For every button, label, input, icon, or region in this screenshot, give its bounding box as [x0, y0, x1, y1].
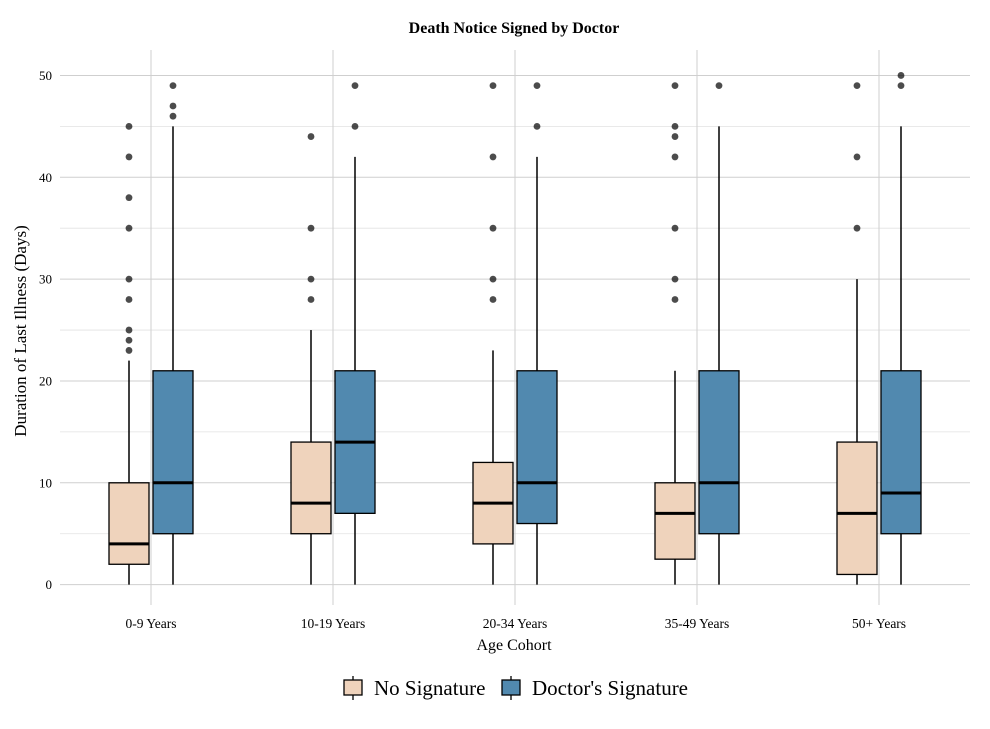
outlier-point: [671, 296, 679, 303]
chart-title: Death Notice Signed by Doctor: [409, 20, 620, 37]
outlier-point: [671, 122, 679, 130]
outlier-point: [307, 224, 315, 232]
y-tick-label: 0: [46, 577, 53, 592]
legend-label: No Signature: [374, 676, 485, 700]
box-iqr: [836, 441, 878, 576]
outlier-point: [125, 153, 133, 161]
outlier-point: [671, 275, 679, 283]
outlier-point: [489, 153, 497, 161]
box-group: [108, 122, 150, 585]
legend-key: [501, 679, 521, 696]
box-group: [654, 82, 696, 585]
outlier-point: [533, 122, 541, 130]
grid-layer: [60, 50, 970, 605]
box-iqr: [516, 370, 558, 525]
outlier-point: [853, 82, 861, 90]
outlier-point: [125, 224, 133, 232]
legend-item: No Signature: [343, 676, 485, 700]
box-iqr: [108, 482, 150, 565]
box-iqr: [880, 370, 922, 535]
y-tick-label: 10: [39, 475, 52, 490]
x-axis-title: Age Cohort: [476, 637, 552, 654]
box-group: [836, 82, 878, 585]
box-iqr: [654, 482, 696, 560]
outlier-point: [489, 224, 497, 232]
outlier-point: [489, 296, 497, 303]
outlier-point: [533, 82, 541, 90]
outlier-point: [897, 82, 905, 90]
x-tick-label: 35-49 Years: [665, 616, 730, 631]
box-iqr: [290, 441, 332, 535]
x-tick-label: 50+ Years: [852, 616, 906, 631]
box-group: [698, 82, 740, 585]
outlier-point: [125, 336, 133, 344]
outlier-point: [125, 296, 133, 303]
legend: No Signature Doctor's Signature: [343, 676, 688, 700]
box-iqr: [152, 370, 194, 535]
y-axis-title: Duration of Last Illness (Days): [11, 225, 30, 437]
box-layer: [108, 72, 922, 585]
outlier-point: [671, 82, 679, 90]
outlier-point: [307, 275, 315, 283]
box-group: [516, 82, 558, 585]
outlier-point: [715, 82, 723, 90]
outlier-point: [125, 275, 133, 283]
outlier-point: [853, 153, 861, 161]
y-tick-label: 30: [39, 272, 52, 287]
y-tick-label: 20: [39, 373, 52, 388]
legend-key: [343, 679, 363, 696]
box-group: [334, 82, 376, 585]
box-group: [880, 72, 922, 585]
outlier-point: [169, 112, 177, 120]
axis-layer: 0 10 20 30 40 50 0-9 Years 10-19 Years 20-34 Yea…: [39, 68, 906, 631]
outlier-point: [307, 133, 315, 140]
y-tick-label: 50: [39, 68, 52, 83]
outlier-point: [351, 122, 359, 130]
legend-label: Doctor's Signature: [532, 676, 688, 700]
outlier-point: [671, 224, 679, 232]
outlier-point: [897, 72, 905, 79]
outlier-point: [489, 82, 497, 90]
outlier-point: [125, 122, 133, 130]
outlier-point: [125, 347, 133, 354]
x-tick-label: 10-19 Years: [301, 616, 366, 631]
outlier-point: [307, 296, 315, 303]
outlier-point: [125, 326, 133, 334]
legend-item: Doctor's Signature: [501, 676, 688, 700]
outlier-point: [671, 133, 679, 140]
outlier-point: [671, 153, 679, 161]
x-tick-label: 20-34 Years: [483, 616, 548, 631]
outlier-point: [169, 102, 177, 110]
outlier-point: [125, 194, 133, 202]
box-group: [290, 133, 332, 585]
outlier-point: [169, 82, 177, 90]
box-iqr: [698, 370, 740, 535]
y-tick-label: 40: [39, 170, 52, 185]
outlier-point: [489, 275, 497, 283]
outlier-point: [853, 224, 861, 232]
box-group: [152, 82, 194, 585]
outlier-point: [351, 82, 359, 90]
box-group: [472, 82, 514, 585]
x-tick-label: 0-9 Years: [125, 616, 176, 631]
